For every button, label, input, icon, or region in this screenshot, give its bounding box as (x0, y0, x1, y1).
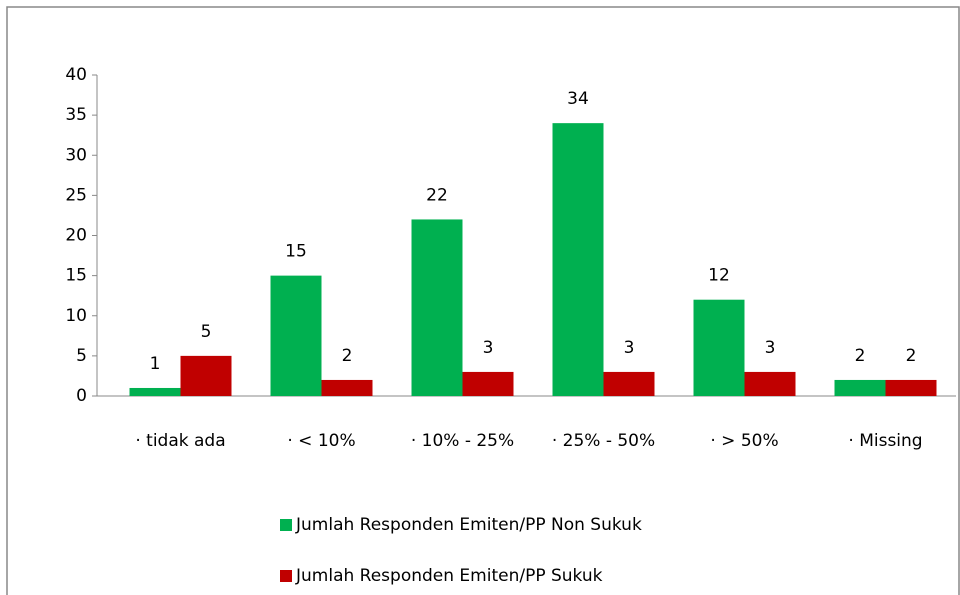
y-tick-label: 40 (65, 65, 87, 85)
data-label: 2 (342, 346, 353, 366)
y-tick-label: 15 (65, 266, 87, 286)
data-label: 22 (426, 185, 448, 205)
bar (603, 371, 655, 396)
data-label: 3 (624, 338, 635, 358)
data-label: 2 (906, 346, 917, 366)
legend-label: Jumlah Responden Emiten/PP Non Sukuk (295, 515, 642, 535)
data-label: 15 (285, 242, 307, 262)
bar (270, 275, 322, 396)
bar (744, 371, 796, 396)
bar (180, 355, 232, 396)
y-tick-label: 35 (65, 105, 87, 125)
bar (129, 387, 181, 396)
data-label: 3 (483, 338, 494, 358)
bar (693, 299, 745, 396)
chart-frame (6, 6, 960, 595)
y-tick-label: 10 (65, 306, 87, 326)
y-tick-label: 5 (76, 346, 87, 366)
x-tick-label: · < 10% (287, 431, 355, 451)
data-label: 12 (708, 266, 730, 286)
legend-label: Jumlah Responden Emiten/PP Sukuk (295, 566, 603, 586)
legend-swatch (280, 570, 292, 582)
data-label: 5 (201, 322, 212, 342)
y-tick-label: 20 (65, 226, 87, 246)
x-tick-label: · 10% - 25% (411, 431, 514, 451)
bar (885, 379, 937, 396)
x-tick-label: · Missing (848, 431, 922, 451)
bar (834, 379, 886, 396)
bar (462, 371, 514, 396)
x-tick-label: · > 50% (710, 431, 778, 451)
data-label: 34 (567, 89, 589, 109)
bar (552, 123, 604, 397)
data-label: 2 (855, 346, 866, 366)
y-tick-label: 0 (76, 386, 87, 406)
data-label: 3 (765, 338, 776, 358)
data-label: 1 (150, 354, 161, 374)
legend-swatch (280, 519, 292, 531)
bar (411, 219, 463, 396)
x-tick-label: · tidak ada (135, 431, 225, 451)
bar (321, 379, 373, 396)
y-tick-label: 30 (65, 145, 87, 165)
x-tick-label: · 25% - 50% (552, 431, 655, 451)
y-tick-label: 25 (65, 185, 87, 205)
